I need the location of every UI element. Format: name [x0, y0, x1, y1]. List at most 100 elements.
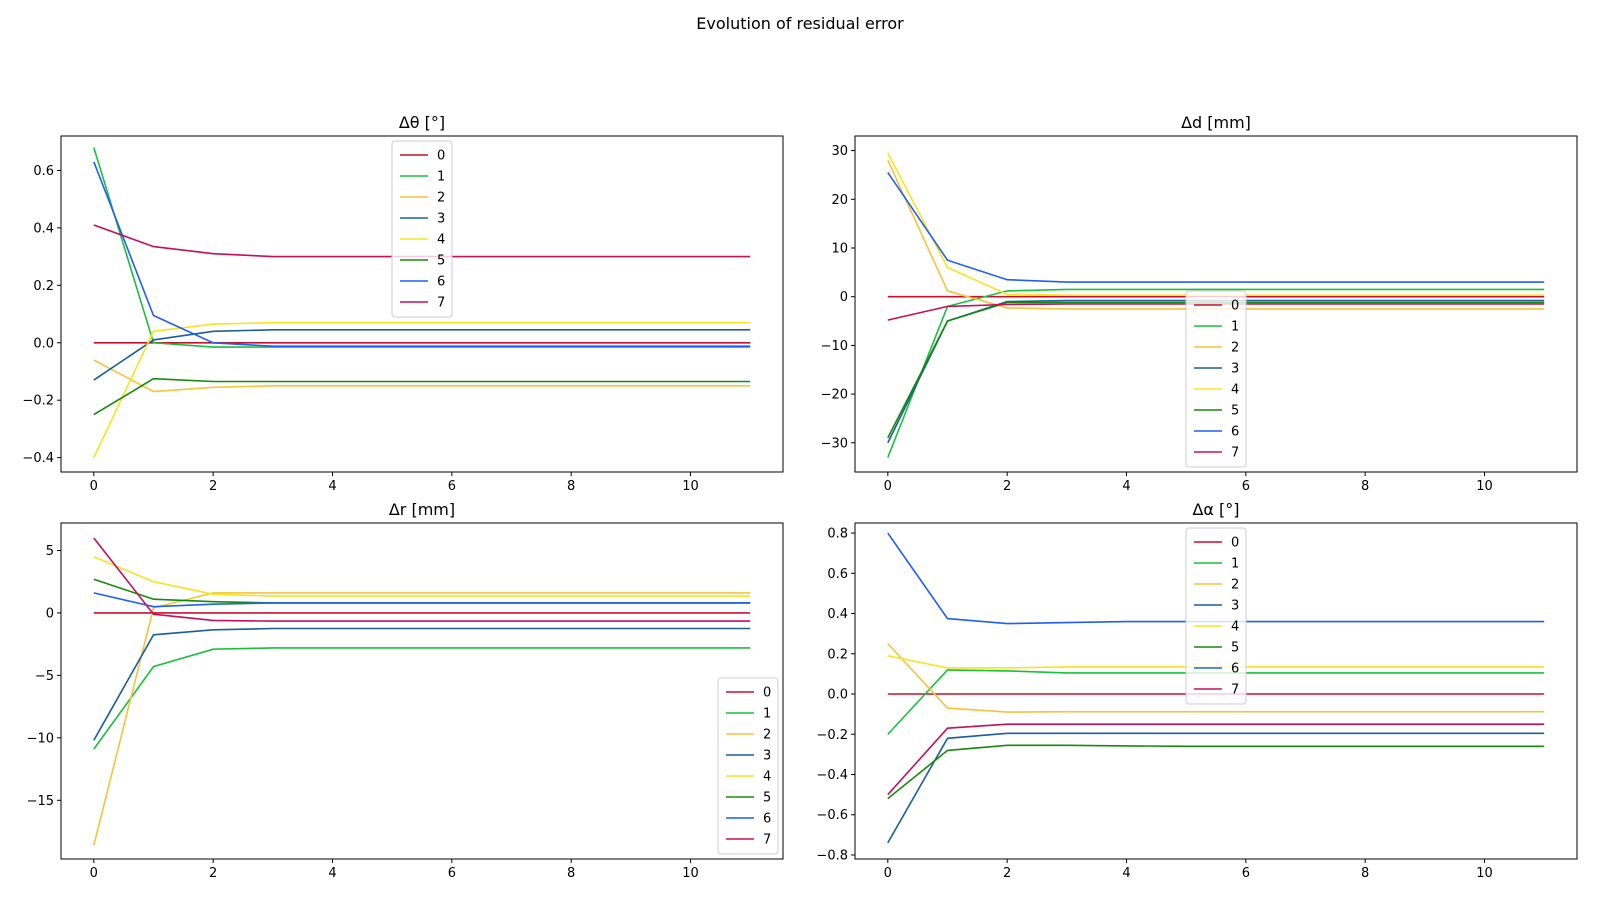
x-tick-label: 6 [448, 479, 456, 494]
y-tick-label: 0.6 [827, 567, 848, 582]
x-tick-label: 2 [209, 479, 217, 494]
y-tick-label: 0 [46, 606, 54, 621]
y-tick-label: −0.4 [816, 768, 848, 783]
x-tick-label: 0 [884, 866, 892, 881]
series-line-2 [887, 159, 1545, 310]
subplot-title: Δα [°] [1192, 500, 1239, 519]
x-tick-label: 0 [90, 479, 98, 494]
legend-label: 1 [1231, 557, 1239, 572]
y-tick-label: 0.6 [33, 164, 54, 179]
x-tick-label: 4 [328, 866, 336, 881]
legend-label: 5 [763, 791, 771, 806]
legend-label: 6 [763, 812, 771, 827]
y-tick-label: 0.8 [827, 527, 848, 542]
series-line-3 [93, 627, 751, 741]
y-tick-label: −0.4 [22, 451, 54, 466]
legend-label: 7 [763, 833, 771, 848]
series-line-1 [93, 647, 751, 750]
series-line-3 [887, 732, 1545, 844]
legend-box [717, 677, 779, 855]
legend-label: 3 [437, 212, 445, 227]
legend-label: 0 [763, 686, 771, 701]
legend-label: 2 [1231, 578, 1239, 593]
x-tick-label: 8 [567, 866, 575, 881]
legend-label: 5 [1231, 641, 1239, 656]
y-tick-label: 20 [831, 193, 848, 208]
legend-label: 1 [1231, 320, 1239, 335]
x-tick-label: 4 [1122, 866, 1130, 881]
series-line-6 [887, 172, 1545, 283]
legend-label: 0 [1231, 536, 1239, 551]
legend-label: 1 [763, 707, 771, 722]
legend-box [1185, 527, 1247, 705]
series-line-7 [887, 723, 1545, 796]
y-tick-label: 0.2 [33, 279, 54, 294]
y-tick-label: −20 [821, 388, 848, 403]
y-tick-label: −15 [27, 794, 54, 809]
legend-label: 5 [1231, 404, 1239, 419]
legend-label: 4 [1231, 383, 1239, 398]
legend-label: 0 [1231, 299, 1239, 314]
legend-label: 3 [1231, 599, 1239, 614]
series-line-5 [93, 578, 751, 604]
legend-label: 7 [1231, 683, 1239, 698]
legend-label: 7 [437, 296, 445, 311]
x-tick-label: 0 [90, 866, 98, 881]
legend-label: 6 [1231, 425, 1239, 440]
x-tick-label: 2 [209, 866, 217, 881]
legend-label: 1 [437, 170, 445, 185]
legend-label: 0 [437, 149, 445, 164]
x-tick-label: 0 [884, 479, 892, 494]
y-tick-label: −0.8 [816, 848, 848, 863]
x-tick-label: 2 [1003, 479, 1011, 494]
x-tick-label: 8 [567, 479, 575, 494]
series-line-1 [887, 288, 1545, 458]
axes-0: Δθ [°] 0 2 4 6 8 10 −0.4 −0.2 0.0 0.2 0.4 0.6 0 1 2 3 4 5 6… [22, 113, 784, 494]
x-tick-label: 10 [682, 866, 699, 881]
y-tick-label: 10 [831, 242, 848, 257]
y-tick-label: 0.4 [33, 221, 54, 236]
y-tick-label: −0.2 [816, 728, 848, 743]
series-line-5 [93, 377, 751, 416]
series-line-6 [93, 592, 751, 608]
legend-label: 6 [1231, 662, 1239, 677]
x-tick-label: 10 [1476, 479, 1493, 494]
legend: 0 1 2 3 4 5 6 7 [1185, 290, 1247, 468]
series-line-1 [93, 147, 751, 348]
legend-label: 2 [437, 191, 445, 206]
axes-3: Δα [°]0 2 4 6 8 10−0.8−0.6−0.4−0.20.00.20.40.… [816, 500, 1578, 881]
x-tick-label: 2 [1003, 866, 1011, 881]
legend-label: 4 [763, 770, 771, 785]
series-line-2 [93, 359, 751, 393]
y-tick-label: 0.0 [827, 688, 848, 703]
axes-frame [854, 135, 1578, 473]
series-line-4 [93, 321, 751, 458]
series-line-7 [93, 537, 751, 622]
y-tick-label: 0 [840, 290, 848, 305]
series-line-4 [93, 555, 751, 597]
legend: 0 1 2 3 4 5 6 7 [1185, 527, 1247, 705]
series-line-2 [887, 643, 1545, 713]
legend-label: 2 [763, 728, 771, 743]
x-tick-label: 10 [682, 479, 699, 494]
legend-label: 6 [437, 275, 445, 290]
y-tick-label: 0.4 [827, 607, 848, 622]
figure-title: Evolution of residual error [696, 14, 904, 33]
subplot-title: Δd [mm] [1181, 113, 1251, 132]
y-tick-label: 0.0 [33, 336, 54, 351]
legend-box [391, 140, 453, 318]
axes-1: Δd [mm] 0 2 4 6 8 10 −30 −20 −10 0 10 20 30 0 1 2 3 4 5 6 7 [821, 113, 1578, 494]
axes-frame [854, 522, 1578, 860]
y-tick-label: −30 [821, 436, 848, 451]
x-tick-label: 6 [1242, 866, 1250, 881]
x-tick-label: 8 [1361, 479, 1369, 494]
legend-label: 2 [1231, 341, 1239, 356]
axes-frame [60, 522, 784, 860]
y-tick-label: −10 [27, 731, 54, 746]
axes-2: Δr [mm] 0 2 4 6 8 10 −15 −10 −5 0 5 0 1 2 3 4 5 6 7 [27, 500, 784, 881]
x-tick-label: 6 [1242, 479, 1250, 494]
y-tick-label: −5 [35, 669, 54, 684]
y-tick-label: −0.6 [816, 808, 848, 823]
legend-label: 3 [1231, 362, 1239, 377]
